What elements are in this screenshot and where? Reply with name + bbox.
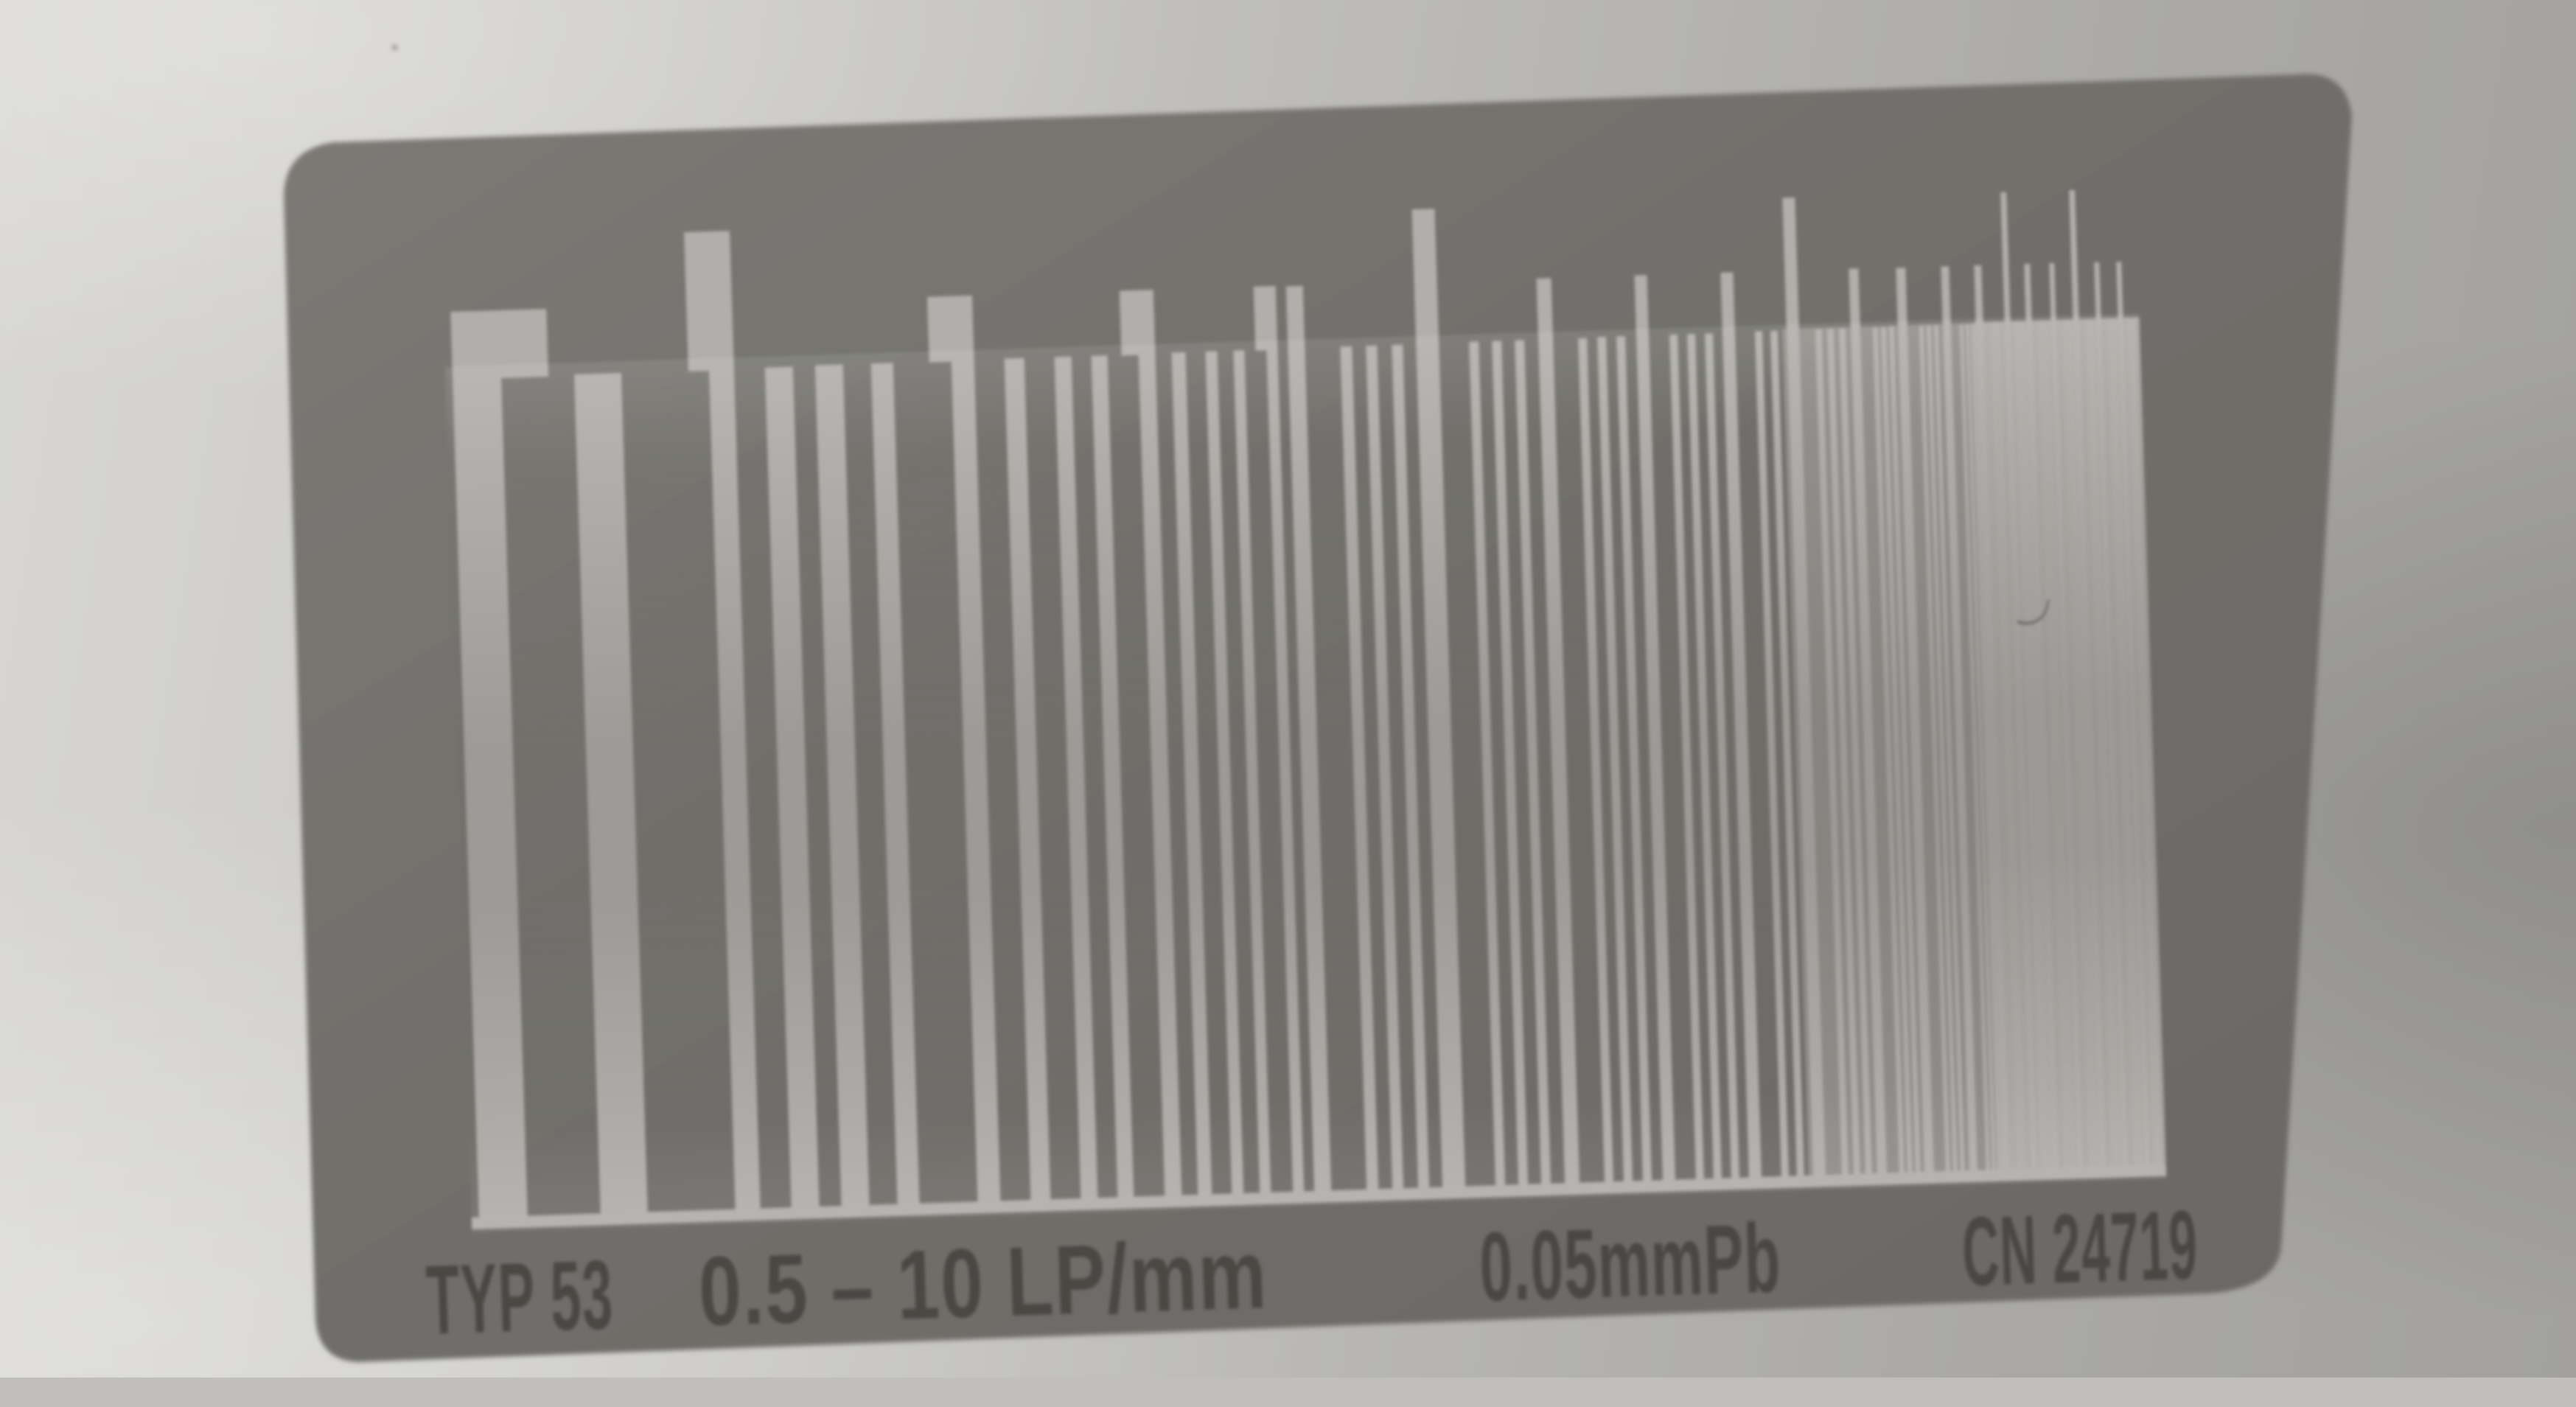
film-background: TYP 53 0.5 – 10 LP/mm 0.05mmPb CN 24719	[0, 0, 2576, 1378]
lp-line	[708, 369, 761, 1212]
label-model: TYP 53	[425, 1240, 615, 1355]
lp-line	[1091, 355, 1134, 1200]
label-lead-equivalence: 0.05mmPb	[1478, 1204, 1783, 1322]
label-serial-number: CN 24719	[1960, 1190, 2200, 1308]
radiograph-screenshot: { "labels": { "model": "TYP 53", "range"…	[0, 0, 2576, 1378]
dust-speck	[391, 44, 398, 51]
lp-group-flag	[683, 231, 734, 372]
lp-merged-block-veil	[1973, 317, 2166, 1173]
lp-line	[573, 372, 648, 1216]
lp-line	[951, 360, 1001, 1204]
lp-group-flag	[926, 295, 974, 363]
lp-line	[1004, 357, 1051, 1202]
lp-line	[870, 363, 920, 1207]
lp-line	[764, 366, 820, 1210]
lp-group-flag	[450, 309, 549, 380]
label-frequency-range: 0.5 – 10 LP/mm	[697, 1220, 1269, 1347]
lp-line	[453, 377, 528, 1220]
lp-group-flag	[1253, 285, 1278, 351]
lp-line	[1054, 356, 1098, 1201]
plate-content: TYP 53 0.5 – 10 LP/mm 0.05mmPb CN 24719	[272, 71, 2386, 1407]
lp-line	[814, 364, 870, 1209]
lp-group-flag	[1119, 290, 1156, 356]
